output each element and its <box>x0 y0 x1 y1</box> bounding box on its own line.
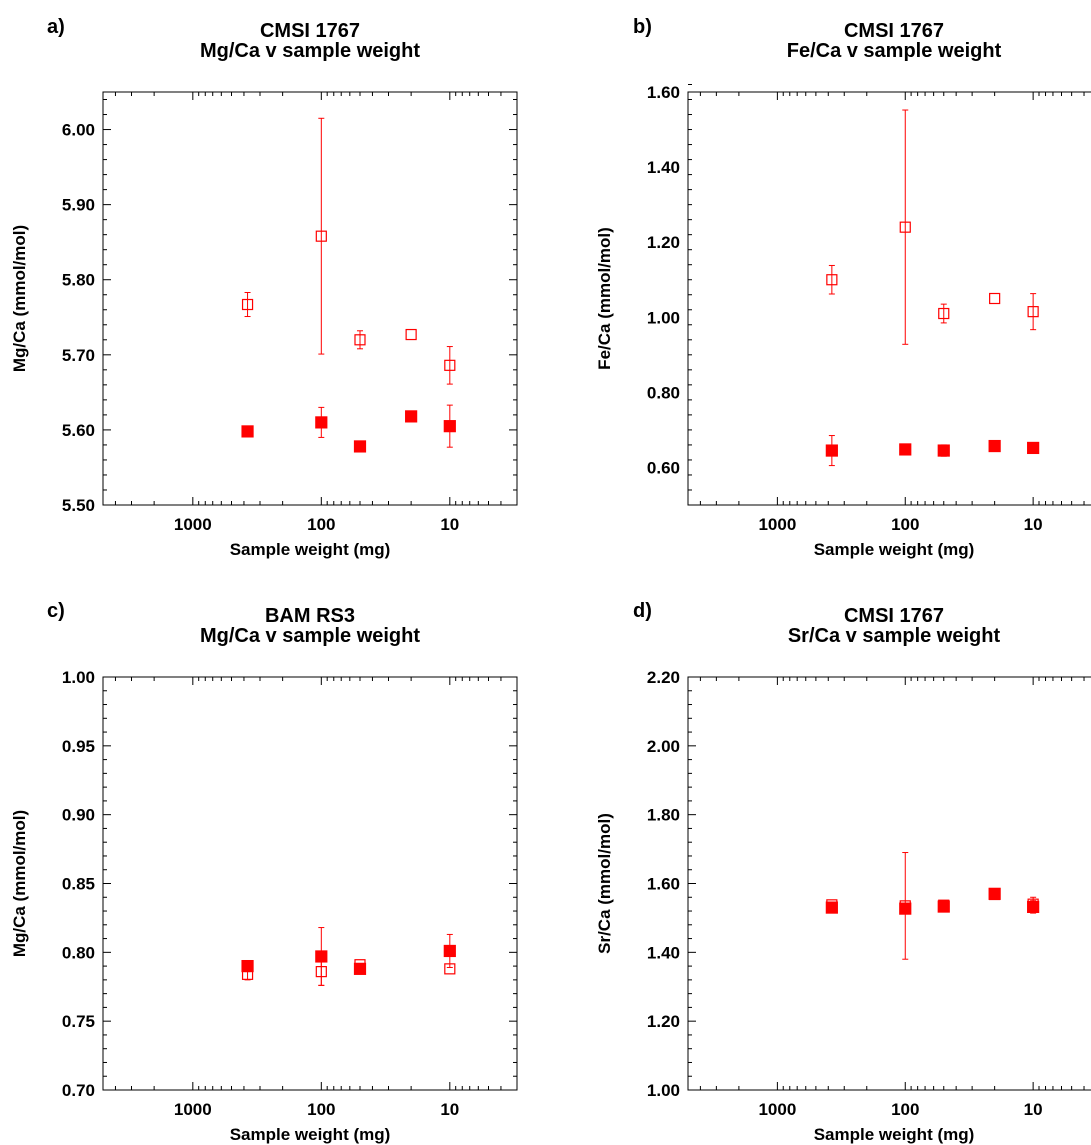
y-tick-label: 0.60 <box>647 458 680 477</box>
open-square-point <box>938 307 950 320</box>
plot-frame <box>687 676 1091 1091</box>
x-axis-label: Sample weight (mg) <box>814 1125 975 1144</box>
open-square-point <box>989 292 1001 305</box>
panel-label: c) <box>47 600 65 622</box>
y-tick-label: 5.70 <box>62 346 95 365</box>
filled-square-point <box>353 962 367 975</box>
y-axis-label: Mg/Ca (mmol/mol) <box>10 225 29 372</box>
plot-frame <box>102 676 518 1091</box>
filled-square-point <box>1027 900 1040 914</box>
y-tick-label: 2.20 <box>647 668 680 687</box>
y-axis-label: Sr/Ca (mmol/mol) <box>595 813 614 954</box>
filled-square-point <box>825 444 838 457</box>
chart-title-line: Mg/Ca v sample weight <box>200 40 420 62</box>
filled-square-point <box>443 944 456 958</box>
y-tick-label: 1.60 <box>647 83 680 102</box>
chart-title-line: Sr/Ca v sample weight <box>788 625 1001 647</box>
y-tick-label: 0.80 <box>647 383 680 402</box>
y-tick-label: 1.20 <box>647 233 680 252</box>
filled-square-point <box>443 420 456 433</box>
chart-title-line: CMSI 1767 <box>260 20 360 42</box>
x-tick-label: 10 <box>440 1100 459 1119</box>
x-tick-label: 100 <box>307 515 335 534</box>
y-tick-label: 1.60 <box>647 875 680 894</box>
x-tick-label: 10 <box>1024 1100 1043 1119</box>
plot-frame <box>687 91 1091 506</box>
y-tick-label: 2.00 <box>647 737 680 756</box>
open-square-point <box>315 230 327 242</box>
chart-title-line: CMSI 1767 <box>844 20 944 42</box>
y-axis-label: Mg/Ca (mmol/mol) <box>10 810 29 957</box>
filled-square-point <box>315 416 328 429</box>
open-square-point <box>405 328 417 341</box>
x-tick-label: 10 <box>1024 515 1043 534</box>
plot-frame <box>102 91 518 506</box>
y-tick-label: 5.80 <box>62 271 95 290</box>
x-tick-label: 100 <box>891 515 919 534</box>
filled-square-point <box>988 439 1001 453</box>
chart-title-line: Fe/Ca v sample weight <box>787 40 1002 62</box>
y-tick-label: 1.20 <box>647 1012 680 1031</box>
filled-square-point <box>1027 441 1040 455</box>
y-axis-label: Fe/Ca (mmol/mol) <box>595 227 614 370</box>
y-tick-label: 0.90 <box>62 806 95 825</box>
panel-label: d) <box>633 600 652 622</box>
y-tick-label: 1.40 <box>647 943 680 962</box>
filled-square-point <box>937 900 950 913</box>
x-axis-label: Sample weight (mg) <box>230 540 391 559</box>
filled-square-point <box>899 902 912 915</box>
y-tick-label: 5.60 <box>62 421 95 440</box>
x-axis-label: Sample weight (mg) <box>814 540 975 559</box>
chart-title-line: CMSI 1767 <box>844 605 944 627</box>
x-tick-label: 1000 <box>174 1100 212 1119</box>
y-tick-label: 1.00 <box>647 1081 680 1100</box>
open-square-point <box>444 359 456 371</box>
y-tick-label: 1.00 <box>62 668 95 687</box>
y-tick-label: 5.90 <box>62 196 95 215</box>
open-square-point <box>826 274 838 286</box>
panel-label: a) <box>47 16 65 38</box>
y-tick-label: 1.80 <box>647 806 680 825</box>
filled-square-point <box>353 440 367 453</box>
chart-title-line: Mg/Ca v sample weight <box>200 625 420 647</box>
filled-square-point <box>241 425 254 438</box>
x-tick-label: 1000 <box>174 515 212 534</box>
y-tick-label: 0.80 <box>62 943 95 962</box>
filled-square-point <box>315 950 328 963</box>
y-tick-label: 1.00 <box>647 308 680 327</box>
y-tick-label: 0.70 <box>62 1081 95 1100</box>
y-tick-label: 0.95 <box>62 737 95 756</box>
x-tick-label: 100 <box>891 1100 919 1119</box>
filled-square-point <box>825 901 838 914</box>
filled-square-point <box>988 887 1001 900</box>
filled-square-point <box>937 444 950 457</box>
filled-square-point <box>241 959 254 973</box>
y-tick-label: 6.00 <box>62 121 95 140</box>
x-tick-label: 1000 <box>758 515 796 534</box>
panel-label: b) <box>633 16 652 38</box>
x-tick-label: 100 <box>307 1100 335 1119</box>
y-tick-label: 0.85 <box>62 875 95 894</box>
open-square-point <box>354 334 366 346</box>
x-tick-label: 10 <box>440 515 459 534</box>
y-tick-label: 1.40 <box>647 158 680 177</box>
x-axis-label: Sample weight (mg) <box>230 1125 391 1144</box>
x-tick-label: 1000 <box>758 1100 796 1119</box>
y-tick-label: 0.75 <box>62 1012 95 1031</box>
open-square-point <box>241 298 254 311</box>
open-square-point <box>1027 306 1039 318</box>
y-tick-label: 5.50 <box>62 496 95 515</box>
chart-title-line: BAM RS3 <box>265 605 355 627</box>
filled-square-point <box>899 443 912 456</box>
filled-square-point <box>405 410 418 423</box>
open-square-point <box>899 221 911 233</box>
